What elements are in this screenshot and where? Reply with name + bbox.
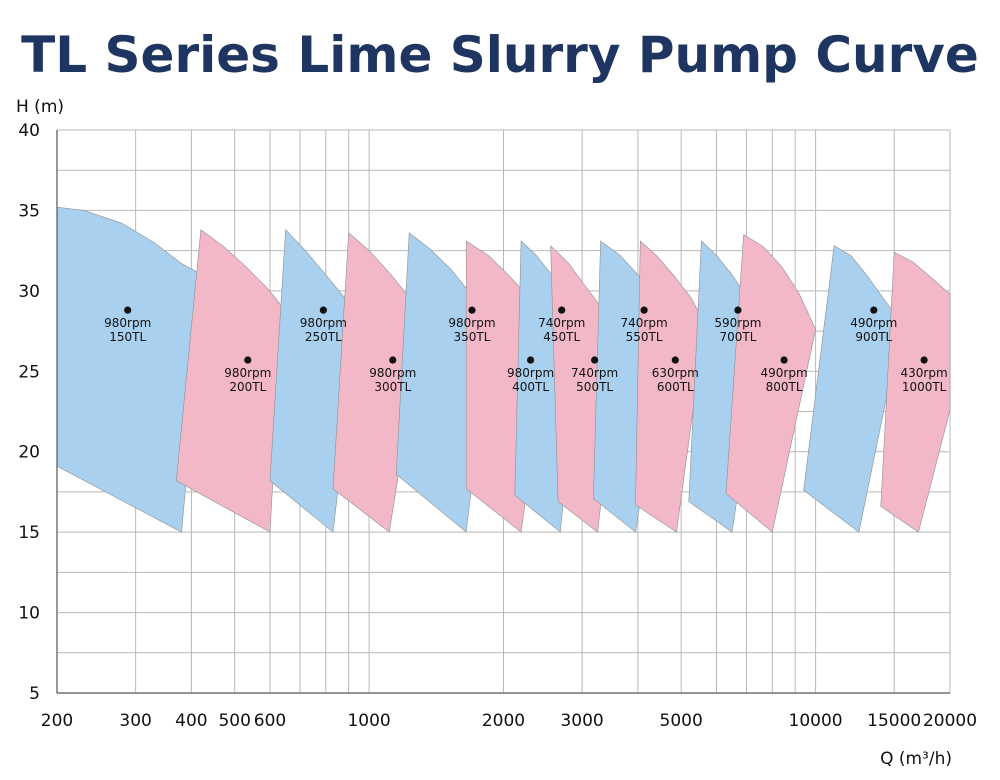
x-tick-label: 200 <box>41 711 73 731</box>
label-speed-300TL: 980rpm <box>369 366 416 380</box>
marker-550TL <box>640 306 648 314</box>
label-model-200TL: 200TL <box>229 380 266 394</box>
marker-800TL <box>780 356 788 364</box>
marker-200TL <box>244 356 252 364</box>
x-tick-label: 500 <box>218 711 250 731</box>
label-model-800TL: 800TL <box>766 380 803 394</box>
x-tick-label: 3000 <box>560 711 603 731</box>
label-speed-150TL: 980rpm <box>104 316 151 330</box>
x-tick-label: 2000 <box>482 711 525 731</box>
x-tick-label: 1000 <box>347 711 390 731</box>
marker-400TL <box>527 356 535 364</box>
label-model-1000TL: 1000TL <box>902 380 947 394</box>
region-200TL <box>175 229 283 533</box>
label-speed-250TL: 980rpm <box>300 316 347 330</box>
label-speed-1000TL: 430rpm <box>901 366 948 380</box>
label-speed-600TL: 630rpm <box>652 366 699 380</box>
marker-150TL <box>124 306 132 314</box>
label-speed-350TL: 980rpm <box>448 316 495 330</box>
label-model-250TL: 250TL <box>305 330 342 344</box>
label-speed-400TL: 980rpm <box>507 366 554 380</box>
y-tick-label: 15 <box>18 523 40 543</box>
label-model-300TL: 300TL <box>374 380 411 394</box>
x-tick-label: 600 <box>254 711 286 731</box>
label-speed-700TL: 590rpm <box>714 316 761 330</box>
region-1000TL <box>880 251 951 533</box>
label-speed-500TL: 740rpm <box>571 366 618 380</box>
x-tick-label: 5000 <box>660 711 703 731</box>
region-800TL <box>725 234 816 533</box>
x-tick-label: 10000 <box>789 711 843 731</box>
y-tick-label: 25 <box>18 362 40 382</box>
x-tick-label: 400 <box>175 711 207 731</box>
marker-900TL <box>870 306 878 314</box>
y-axis-label: H (m) <box>16 97 64 117</box>
label-model-600TL: 600TL <box>657 380 694 394</box>
marker-1000TL <box>920 356 928 364</box>
label-model-500TL: 500TL <box>576 380 613 394</box>
marker-300TL <box>389 356 397 364</box>
y-tick-label: 20 <box>18 443 40 463</box>
marker-500TL <box>591 356 599 364</box>
label-model-350TL: 350TL <box>454 330 491 344</box>
y-tick-label: 30 <box>18 282 40 302</box>
label-model-550TL: 550TL <box>626 330 663 344</box>
label-speed-200TL: 980rpm <box>224 366 271 380</box>
operating-regions <box>56 206 951 533</box>
x-tick-label: 15000 <box>867 711 921 731</box>
region-600TL <box>635 240 706 533</box>
label-model-700TL: 700TL <box>719 330 756 344</box>
label-model-150TL: 150TL <box>109 330 146 344</box>
y-tick-label: 40 <box>18 121 40 141</box>
label-model-400TL: 400TL <box>512 380 549 394</box>
region-labels: 980rpm150TL980rpm200TL980rpm250TL980rpm3… <box>104 306 948 394</box>
chart-title: TL Series Lime Slurry Pump Curve <box>21 26 979 84</box>
region-150TL <box>56 206 206 533</box>
x-tick-label: 20000 <box>923 711 977 731</box>
marker-250TL <box>319 306 327 314</box>
label-speed-450TL: 740rpm <box>538 316 585 330</box>
label-model-450TL: 450TL <box>543 330 580 344</box>
axes: 5 10 15 20 25 30 35 40 200 300 400 500 600 1000 2000 30… <box>18 121 977 731</box>
label-speed-550TL: 740rpm <box>621 316 668 330</box>
y-tick-label: 10 <box>18 604 40 624</box>
y-tick-label: 5 <box>29 684 40 704</box>
label-speed-800TL: 490rpm <box>760 366 807 380</box>
label-speed-900TL: 490rpm <box>850 316 897 330</box>
label-model-900TL: 900TL <box>855 330 892 344</box>
marker-350TL <box>468 306 476 314</box>
marker-700TL <box>734 306 742 314</box>
marker-450TL <box>558 306 566 314</box>
x-axis-label: Q (m³/h) <box>880 749 952 769</box>
marker-600TL <box>671 356 679 364</box>
x-tick-label: 300 <box>119 711 151 731</box>
y-tick-label: 35 <box>18 201 40 221</box>
